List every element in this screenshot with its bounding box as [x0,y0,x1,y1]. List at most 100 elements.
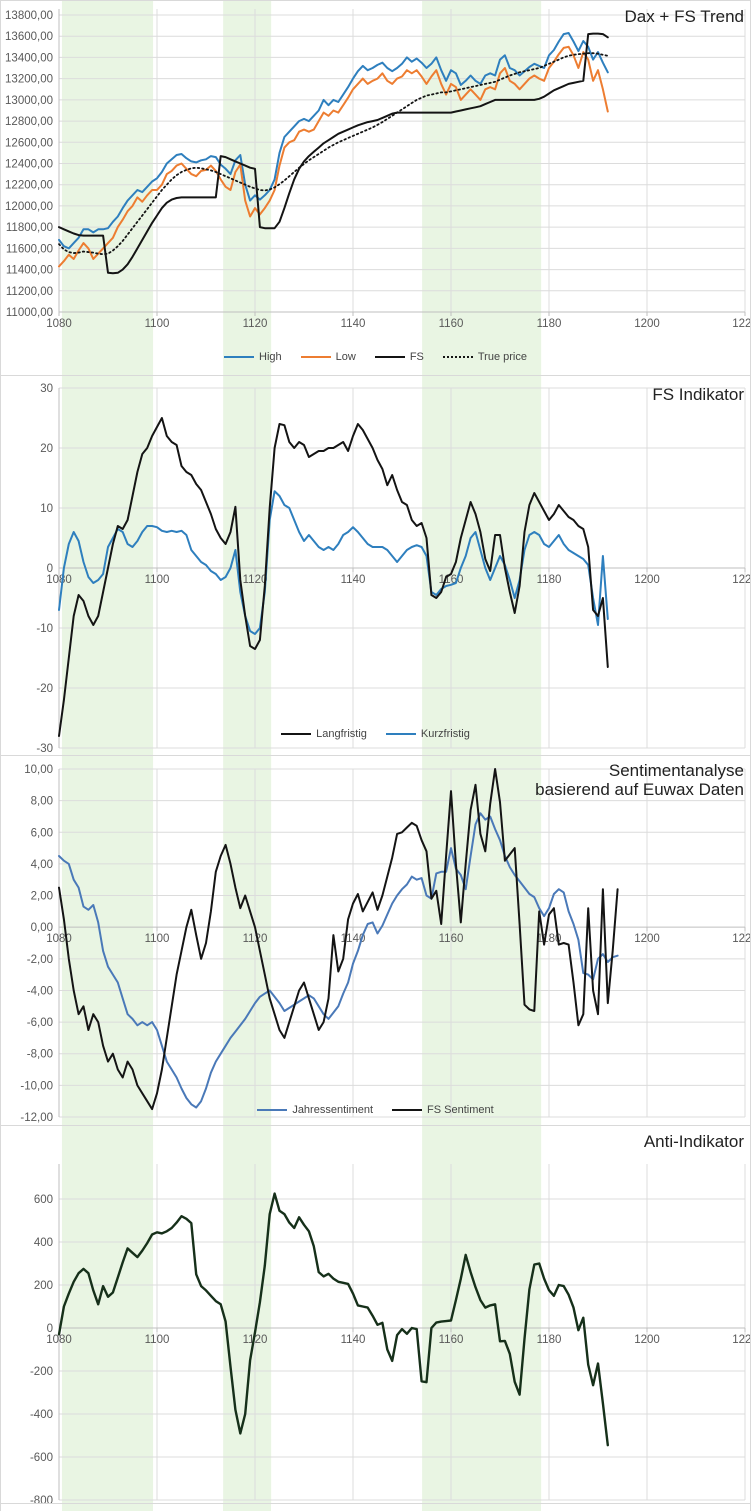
x-tick-label: 1220 [732,1334,750,1346]
highlight-band [223,756,272,1125]
y-tick-label: 13200,00 [5,74,53,86]
legend-swatch [224,356,254,358]
legend-swatch [281,733,312,735]
legend-label: True price [477,351,527,363]
dax-fs-trend-plot: 13800,00 13600,00 13400,00 13200,00 13000,00… [5,1,750,375]
y-tick-label: 4,00 [31,859,53,871]
x-tick-label: 1120 [243,933,268,945]
series-line-fs-sentiment [58,768,619,1111]
y-tick-label: 13800,00 [5,10,53,22]
legend-item-true-price: True price [442,351,527,363]
highlight-band [61,1504,154,1511]
legend-swatch [385,733,416,735]
x-tick-label: 1100 [145,574,170,586]
x-tick-label: 1120 [243,574,268,586]
y-tick-label: 10 [40,503,53,515]
y-tick-label: -30 [36,743,53,755]
y-tick-label: -800 [30,1495,53,1503]
x-tick-label: 1140 [341,574,366,586]
highlight-band [61,1126,154,1503]
chart-panel-anti-indikator: 600 400 200 0 -200 -400 -600 -800 1080 1100 1120 11… [0,1125,751,1504]
y-tick-label: 0 [47,563,53,575]
chart-panel-dax-fs-trend: 13800,00 13600,00 13400,00 13200,00 13000,00… [0,0,751,376]
x-tick-label: 1080 [46,318,72,330]
y-tick-label: 13000,00 [5,95,53,107]
legend-swatch [257,1109,288,1111]
x-tick-label: 1220 [732,574,750,586]
y-tick-label: 12400,00 [5,159,53,171]
x-tick-label: 1160 [439,318,464,330]
y-tick-label: 0,00 [31,922,53,934]
y-tick-label: 10,00 [24,764,53,776]
legend-label: Low [335,351,356,363]
y-tick-label: 11800,00 [6,222,53,234]
chart-title-text: Anti-Indikator [643,1132,744,1151]
chart-title-text: Dax + FS Trend [624,7,744,26]
y-tick-label: 400 [34,1237,53,1249]
y-tick-label: 12800,00 [5,116,53,128]
legend-label: Kurzfristig [420,728,470,740]
y-tick-label: -2,00 [27,954,53,966]
series-line-high [58,32,609,250]
x-tick-label: 1080 [46,574,72,586]
highlight-band [422,1126,542,1503]
highlight-band [61,1,154,375]
y-tick-label: 0 [47,1323,53,1335]
y-tick-label: -200 [30,1366,53,1378]
sentimentanalyse-plot: 10,00 8,00 6,00 4,00 2,00 0,00 -2,00 -4,00 -6,00… [20,756,750,1125]
highlight-band [422,376,542,755]
y-tick-label: 600 [34,1194,53,1206]
series-line-kurzfristig [58,490,609,635]
y-tick-label: 8,00 [31,796,53,808]
x-tick-label: 1120 [243,1334,268,1346]
chart-title-text: FS Indikator [652,385,744,404]
y-tick-label: 13400,00 [5,52,53,64]
chart-title-sentimentanalyse: Sentimentanalyse basierend auf Euwax Dat… [535,761,744,799]
x-tick-label: 1200 [634,1334,660,1346]
x-tick-label: 1180 [537,1334,562,1346]
x-tick-label: 1100 [145,318,170,330]
x-tick-label: 1140 [341,1334,366,1346]
legend-label: Jahressentiment [292,1104,374,1116]
chart-panel-fs-indikator: 30 20 10 0 -10 -20 -30 1080 1100 1120 1140 1160 1180… [0,375,751,756]
legend-label: FS Sentiment [427,1104,494,1116]
x-tick-label: 1120 [243,318,268,330]
legend-label: High [259,351,282,363]
y-tick-label: 20 [40,443,53,455]
chart-title-text-line1: Sentimentanalyse [608,761,744,780]
y-tick-label: -10 [36,623,53,635]
legend-swatch [442,356,473,358]
x-tick-label: 1200 [634,318,660,330]
legend-item-jahressentiment: Jahressentiment [257,1104,373,1116]
y-tick-label: -600 [30,1452,53,1464]
y-tick-label: 200 [34,1280,53,1292]
y-tick-label: -10,00 [20,1080,53,1092]
x-tick-label: 1180 [537,318,562,330]
x-tick-label: 1160 [439,1334,464,1346]
x-tick-label: 1180 [537,574,562,586]
chart-panel-sentimentanalyse: 10,00 8,00 6,00 4,00 2,00 0,00 -2,00 -4,00 -6,00… [0,755,751,1126]
y-tick-label: -12,00 [20,1112,53,1124]
y-tick-label: -4,00 [27,985,53,997]
y-tick-label: 12600,00 [5,137,53,149]
next-chart-sliver [0,1503,751,1511]
y-tick-label: 12200,00 [5,180,53,192]
anti-indikator-plot: 600 400 200 0 -200 -400 -600 -800 1080 1100 1120 11… [30,1126,750,1503]
legend-swatch [300,356,331,358]
y-tick-label: -400 [30,1409,53,1421]
legend-item-fs-sentiment: FS Sentiment [392,1104,494,1116]
legend-item-kurzfristig: Kurzfristig [385,728,470,740]
y-tick-label: 11200,00 [6,286,53,298]
y-tick-label: -8,00 [27,1049,53,1061]
y-tick-label: -6,00 [27,1017,53,1029]
legend-fs-indikator: Langfristig Kurzfristig [1,728,750,740]
x-tick-label: 1160 [439,933,464,945]
y-tick-label: 12000,00 [5,201,53,213]
legend-sentimentanalyse: Jahressentiment FS Sentiment [1,1104,750,1116]
series-line-jahressentiment [58,812,619,1109]
legend-item-langfristig: Langfristig [281,728,367,740]
highlight-band [223,1126,272,1503]
series-line-low [58,45,609,268]
y-tick-label: 11600,00 [6,243,53,255]
